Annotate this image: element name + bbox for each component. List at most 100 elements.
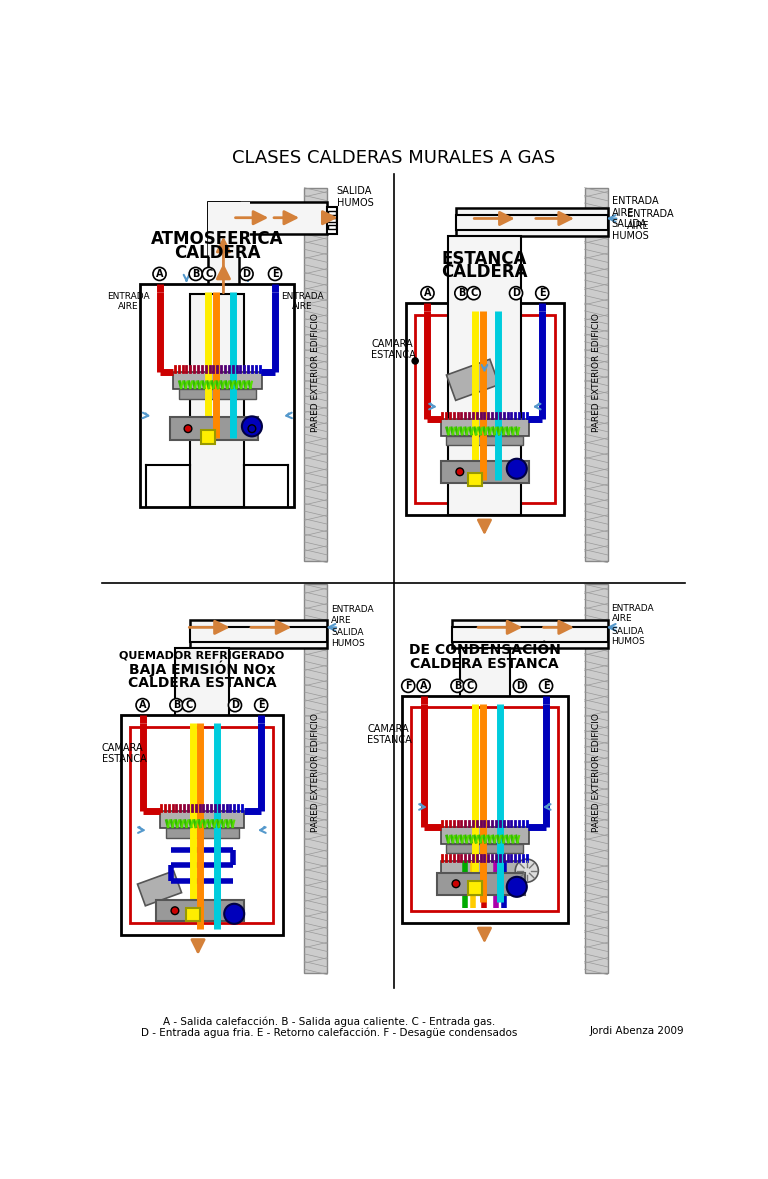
Bar [201, 430, 215, 444]
Text: C: C [185, 700, 193, 710]
Bar [456, 209, 607, 236]
Circle shape [242, 416, 262, 436]
Circle shape [182, 699, 195, 712]
Polygon shape [137, 871, 181, 905]
Circle shape [467, 286, 480, 299]
Text: CAMARA
ESTANCA: CAMARA ESTANCA [371, 338, 416, 360]
Text: ENTRADA
AIRE: ENTRADA AIRE [611, 196, 658, 218]
Circle shape [170, 699, 183, 712]
Circle shape [136, 699, 149, 712]
Text: Jordi Abenza 2009: Jordi Abenza 2009 [590, 1026, 684, 1036]
Text: ATMOSFERICA: ATMOSFERICA [151, 230, 283, 249]
Circle shape [535, 286, 549, 299]
Circle shape [455, 286, 468, 299]
Bar [327, 208, 336, 233]
Text: CALDERA ESTANCA: CALDERA ESTANCA [410, 657, 559, 671]
Bar [406, 303, 564, 515]
Bar [415, 315, 554, 503]
Text: CALDERA ESTANCA: CALDERA ESTANCA [127, 676, 276, 690]
Bar [175, 648, 229, 935]
Bar [446, 844, 523, 852]
Bar [441, 862, 529, 881]
Text: C: C [466, 680, 473, 691]
Bar [460, 648, 510, 923]
Bar [449, 236, 521, 515]
Text: ESTANCA: ESTANCA [442, 250, 527, 268]
Circle shape [240, 268, 253, 281]
Bar [186, 908, 200, 922]
Bar [468, 881, 482, 895]
Bar [304, 187, 327, 561]
Bar [328, 225, 336, 229]
Text: C: C [205, 269, 213, 279]
Circle shape [184, 424, 192, 433]
Text: ENTRADA
AIRE: ENTRADA AIRE [280, 291, 323, 311]
Bar [584, 187, 607, 561]
Text: D: D [516, 680, 524, 691]
Text: F: F [405, 680, 412, 691]
Text: E: E [539, 288, 545, 298]
Text: DE CONDENSACIÓN: DE CONDENSACIÓN [409, 643, 561, 657]
Bar [412, 707, 558, 911]
Bar [328, 211, 336, 216]
Circle shape [255, 699, 268, 712]
Text: SALIDA
HUMOS: SALIDA HUMOS [336, 186, 373, 208]
Circle shape [228, 699, 241, 712]
Bar [166, 829, 239, 837]
Circle shape [463, 679, 476, 692]
Text: BAJA EMISIÓN NOx: BAJA EMISIÓN NOx [128, 660, 275, 677]
Text: A: A [424, 288, 431, 298]
Text: A - Salida calefacción. B - Salida agua caliente. C - Entrada gas.: A - Salida calefacción. B - Salida agua … [163, 1016, 495, 1027]
Text: B: B [173, 700, 180, 710]
Circle shape [171, 907, 179, 915]
Text: D: D [231, 700, 239, 710]
Bar [174, 373, 262, 389]
Bar [441, 461, 529, 482]
Text: CALDERA: CALDERA [174, 244, 260, 262]
Bar [190, 626, 327, 643]
Text: PARED EXTERIOR EDIFICIO: PARED EXTERIOR EDIFICIO [311, 314, 320, 432]
Bar [156, 900, 244, 922]
Text: ENTRADA
AIRE: ENTRADA AIRE [627, 209, 674, 231]
Circle shape [224, 904, 244, 924]
Circle shape [507, 459, 527, 479]
Text: CLASES CALDERAS MURALES A GAS: CLASES CALDERAS MURALES A GAS [232, 150, 555, 167]
Circle shape [513, 679, 526, 692]
Text: SALIDA
HUMOS: SALIDA HUMOS [331, 628, 365, 647]
Bar [190, 620, 327, 648]
Bar [170, 417, 258, 440]
Circle shape [402, 679, 415, 692]
Bar [441, 826, 529, 844]
Polygon shape [446, 360, 499, 401]
Bar [441, 419, 529, 435]
Bar [437, 872, 525, 895]
Circle shape [452, 880, 460, 888]
Text: A: A [156, 269, 164, 279]
Bar [304, 585, 327, 973]
Text: ENTRADA
AIRE: ENTRADA AIRE [331, 605, 374, 625]
Bar [208, 202, 327, 233]
Text: PARED EXTERIOR EDIFICIO: PARED EXTERIOR EDIFICIO [311, 713, 320, 832]
Text: ENTRADA
AIRE: ENTRADA AIRE [108, 291, 150, 311]
Text: ENTRADA
AIRE: ENTRADA AIRE [611, 604, 654, 624]
Circle shape [153, 268, 166, 281]
Text: PARED EXTERIOR EDIFICIO: PARED EXTERIOR EDIFICIO [591, 314, 601, 432]
Circle shape [417, 679, 430, 692]
Text: CALDERA: CALDERA [441, 263, 528, 282]
Bar [208, 202, 239, 294]
Text: E: E [543, 680, 549, 691]
Circle shape [269, 268, 282, 281]
Text: E: E [272, 269, 278, 279]
Text: CAMARA
ESTANCA: CAMARA ESTANCA [367, 724, 412, 745]
Circle shape [202, 268, 215, 281]
Text: D: D [512, 288, 520, 298]
Text: B: B [192, 269, 200, 279]
Text: A: A [420, 680, 427, 691]
Text: D - Entrada agua fria. E - Retorno calefacción. F - Desagüe condensados: D - Entrada agua fria. E - Retorno calef… [141, 1028, 517, 1039]
Bar [328, 218, 336, 223]
Text: SALIDA
HUMOS: SALIDA HUMOS [611, 219, 648, 241]
Text: B: B [454, 680, 462, 691]
Circle shape [539, 679, 553, 692]
Bar [446, 435, 523, 444]
Bar [141, 284, 294, 507]
